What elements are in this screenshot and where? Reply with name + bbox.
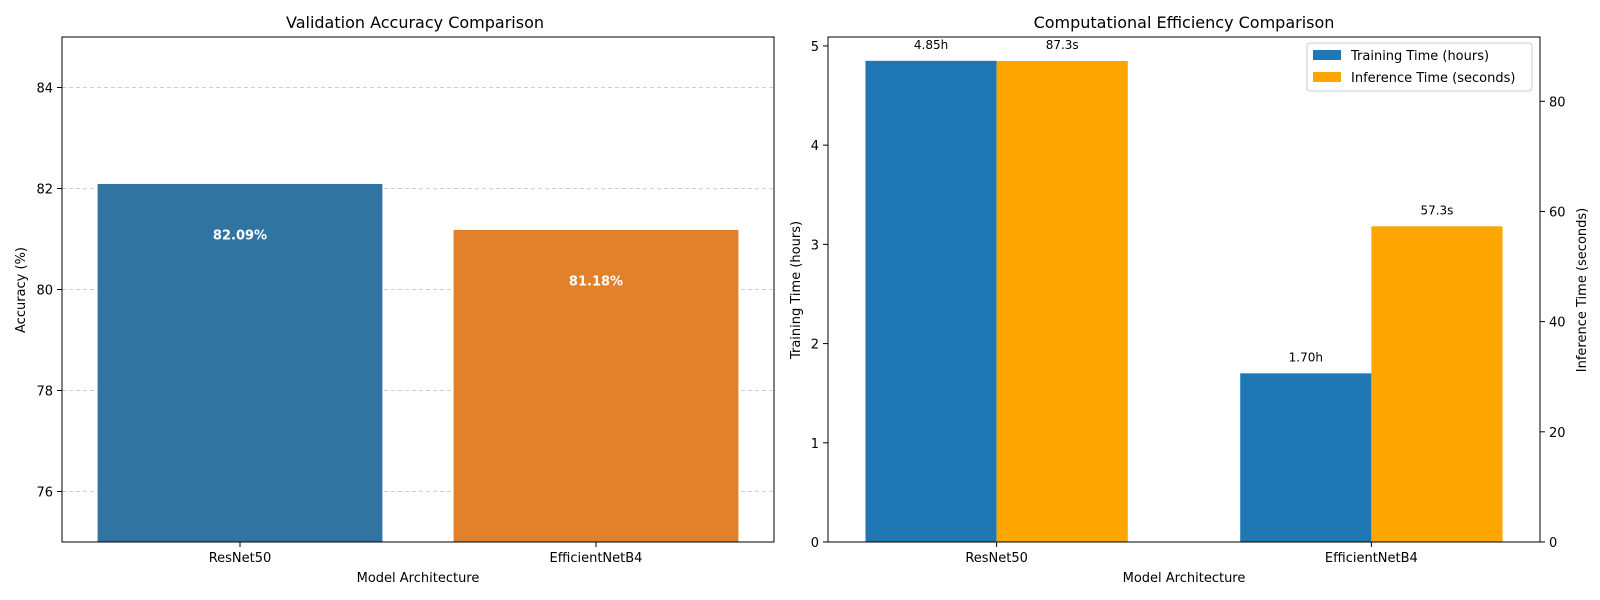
- efficiency-data-label: 87.3s: [1046, 38, 1079, 52]
- accuracy-x-axis-label: Model Architecture: [357, 571, 480, 586]
- efficiency-data-labels: 4.85h 87.3s 1.70h 57.3s: [914, 38, 1454, 365]
- efficiency-left-y-tick-label: 4: [811, 139, 819, 154]
- efficiency-x-axis-label: Model Architecture: [1123, 571, 1246, 586]
- efficiency-x-tick-label: EfficientNetB4: [1325, 551, 1418, 566]
- efficiency-legend: Training Time (hours) Inference Time (se…: [1306, 42, 1533, 92]
- legend-swatch-training: [1313, 50, 1341, 60]
- accuracy-chart: Validation Accuracy Comparison 82.09% 81.…: [14, 13, 775, 586]
- accuracy-y-tick-label: 80: [36, 284, 53, 299]
- legend-label-inference: Inference Time (seconds): [1351, 71, 1515, 86]
- efficiency-x-ticks: ResNet50 EfficientNetB4: [965, 542, 1418, 566]
- efficiency-right-y-tick-label: 0: [1549, 536, 1557, 551]
- efficiency-left-y-tick-label: 5: [811, 40, 819, 55]
- accuracy-y-tick-label: 84: [36, 82, 53, 97]
- accuracy-bars: [97, 183, 739, 542]
- efficiency-data-label: 4.85h: [914, 38, 948, 52]
- efficiency-left-y-tick-label: 3: [811, 238, 819, 253]
- efficiency-right-y-ticks: 0 20 40 60 80: [1540, 95, 1566, 551]
- efficiency-bar-training: [865, 60, 997, 542]
- efficiency-left-y-ticks: 0 1 2 3 4 5: [811, 40, 828, 551]
- accuracy-data-labels: 82.09% 81.18%: [213, 228, 623, 289]
- efficiency-x-tick-label: ResNet50: [965, 551, 1028, 566]
- accuracy-data-label: 82.09%: [213, 228, 267, 243]
- efficiency-plot-frame: [827, 36, 1541, 543]
- accuracy-bar: [97, 183, 383, 542]
- efficiency-bars: [865, 60, 1503, 543]
- accuracy-x-ticks: ResNet50 EfficientNetB4: [209, 542, 643, 566]
- efficiency-chart-title: Computational Efficiency Comparison: [1034, 13, 1335, 32]
- legend-swatch-inference: [1313, 72, 1341, 82]
- efficiency-bar-inference: [1371, 226, 1503, 542]
- legend-frame: [1306, 42, 1533, 92]
- accuracy-x-tick-label: ResNet50: [209, 551, 272, 566]
- accuracy-x-tick-label: EfficientNetB4: [550, 551, 643, 566]
- accuracy-y-tick-label: 78: [36, 385, 53, 400]
- efficiency-left-y-tick-label: 2: [811, 338, 819, 353]
- accuracy-y-axis-label: Accuracy (%): [14, 247, 29, 333]
- efficiency-chart: Computational Efficiency Comparison 4.85…: [789, 13, 1590, 586]
- efficiency-right-y-tick-label: 40: [1549, 316, 1566, 331]
- accuracy-y-tick-label: 76: [36, 486, 53, 501]
- efficiency-right-y-tick-label: 60: [1549, 205, 1566, 220]
- efficiency-right-y-tick-label: 80: [1549, 95, 1566, 110]
- efficiency-left-y-axis-label: Training Time (hours): [789, 221, 804, 360]
- efficiency-right-y-axis-label: Inference Time (seconds): [1575, 208, 1590, 372]
- accuracy-bar: [453, 229, 739, 542]
- efficiency-bar-inference: [996, 61, 1128, 543]
- efficiency-bar-training: [1240, 373, 1372, 542]
- efficiency-right-y-tick-label: 20: [1549, 426, 1566, 441]
- accuracy-y-tick-label: 82: [36, 183, 53, 198]
- accuracy-data-label: 81.18%: [569, 274, 623, 289]
- accuracy-chart-title: Validation Accuracy Comparison: [286, 13, 544, 32]
- efficiency-left-y-tick-label: 1: [811, 437, 819, 452]
- efficiency-data-label: 57.3s: [1420, 203, 1453, 217]
- efficiency-data-label: 1.70h: [1289, 350, 1323, 364]
- legend-label-training: Training Time (hours): [1350, 49, 1489, 64]
- accuracy-y-ticks: 76 78 80 82 84: [36, 82, 62, 501]
- efficiency-left-y-tick-label: 0: [811, 536, 819, 551]
